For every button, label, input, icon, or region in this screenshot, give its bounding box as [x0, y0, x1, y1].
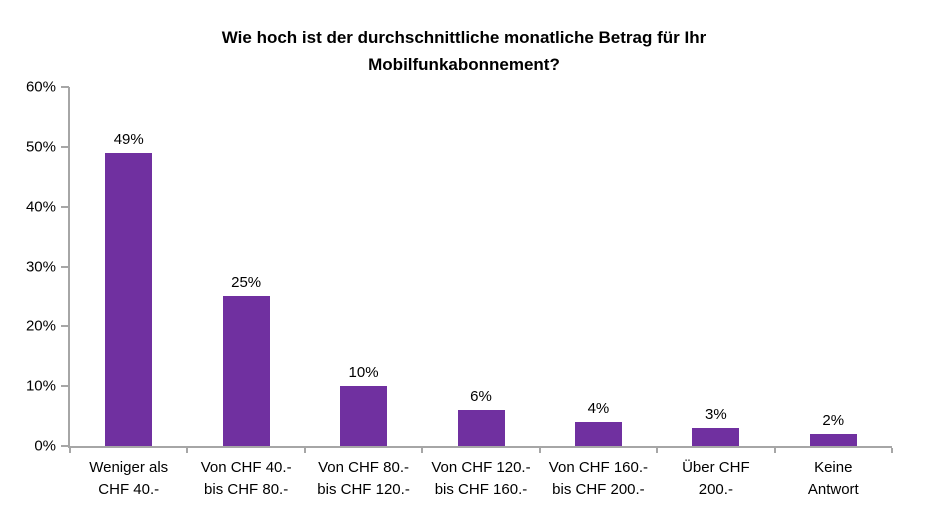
x-axis-line	[68, 446, 892, 448]
y-tick-label: 0%	[34, 437, 56, 455]
x-tick-mark	[303, 448, 306, 453]
x-category-label: Keine Antwort	[807, 459, 859, 498]
bar-value-label: 3%	[705, 406, 727, 424]
bar-value-label: 6%	[470, 388, 492, 406]
y-tick-label: 20%	[25, 317, 56, 335]
bar	[222, 296, 270, 446]
x-category-label: Von CHF 120.- bis CHF 160.-	[431, 459, 531, 498]
bar-value-label: 4%	[587, 400, 610, 418]
bar	[809, 434, 857, 446]
y-tick-mark	[61, 145, 69, 148]
x-tick-mark	[891, 448, 893, 453]
bar-value-label: 10%	[348, 364, 379, 382]
y-tick-mark	[61, 265, 69, 268]
bar	[574, 422, 622, 446]
y-tick-mark	[61, 385, 69, 388]
x-category-label: Von CHF 160.- bis CHF 200.-	[548, 459, 649, 498]
x-tick-mark	[538, 448, 541, 453]
bar	[340, 386, 388, 446]
bar-value-label: 25%	[231, 274, 262, 292]
bar	[105, 152, 153, 446]
chart-title: Wie hoch ist der durchschnittliche monat…	[0, 24, 928, 78]
x-category-label: Über CHF 200.-	[682, 459, 750, 498]
y-tick-label: 40%	[25, 198, 56, 216]
plot-area	[70, 87, 892, 446]
y-tick-label: 10%	[25, 377, 56, 395]
x-tick-mark	[69, 448, 71, 453]
y-tick-label: 50%	[25, 138, 56, 156]
x-category-label: Weniger als CHF 40.-	[89, 459, 169, 498]
bar-value-label: 49%	[113, 130, 144, 148]
bar-value-label: 2%	[822, 412, 845, 430]
y-tick-mark	[61, 445, 69, 447]
y-tick-mark	[61, 86, 69, 88]
x-tick-mark	[186, 448, 189, 453]
x-category-label: Von CHF 80.- bis CHF 120.-	[317, 459, 410, 498]
bar	[457, 410, 505, 446]
chart-title-line2: Mobilfunkabonnement?	[368, 55, 560, 74]
y-tick-label: 60%	[25, 78, 56, 96]
x-tick-mark	[421, 448, 424, 453]
x-tick-mark	[656, 448, 659, 453]
x-category-label: Von CHF 40.- bis CHF 80.-	[200, 459, 292, 498]
y-tick-mark	[61, 205, 69, 208]
y-tick-mark	[61, 325, 69, 328]
x-tick-mark	[773, 448, 776, 453]
y-tick-label: 30%	[25, 258, 56, 275]
y-axis-line	[68, 87, 70, 448]
bar	[692, 428, 740, 446]
chart-title-line1: Wie hoch ist der durchschnittliche monat…	[221, 28, 707, 47]
